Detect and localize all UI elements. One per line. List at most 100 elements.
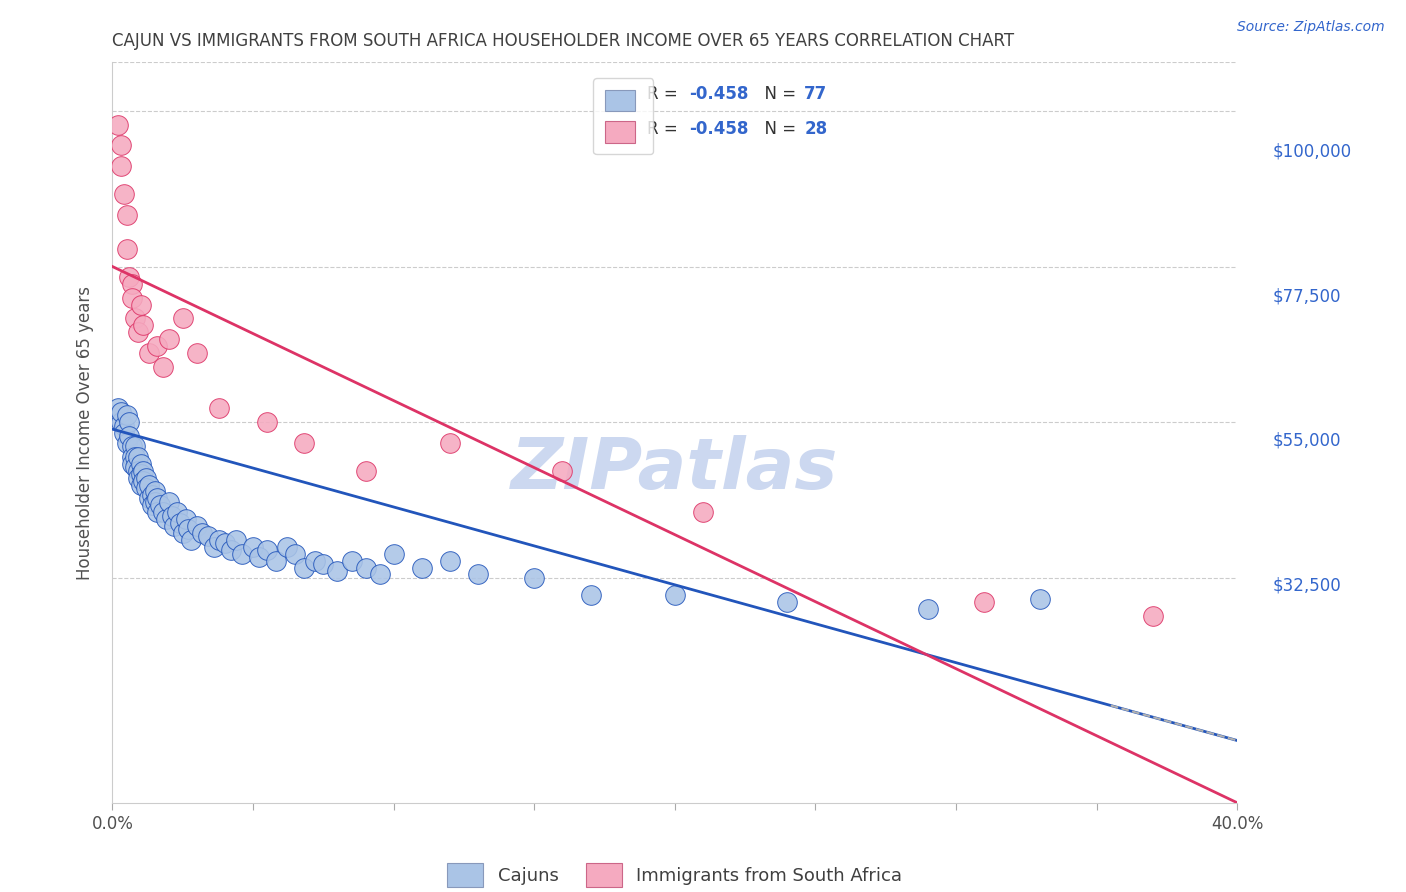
- Point: [115, 436, 138, 450]
- Point: [523, 571, 546, 585]
- Point: [129, 477, 152, 491]
- Point: [579, 588, 602, 602]
- Point: [132, 318, 155, 333]
- Point: [284, 547, 307, 561]
- Point: [776, 595, 799, 609]
- Point: [292, 436, 315, 450]
- Point: [368, 567, 391, 582]
- Point: [143, 495, 166, 509]
- Point: [186, 346, 208, 360]
- Point: [146, 491, 169, 506]
- Legend: Cajuns, Immigrants from South Africa: Cajuns, Immigrants from South Africa: [440, 856, 910, 892]
- Point: [129, 467, 152, 482]
- Text: N =: N =: [754, 85, 801, 103]
- Text: ZIPatlas: ZIPatlas: [512, 435, 838, 504]
- Point: [112, 186, 135, 201]
- Point: [208, 401, 231, 416]
- Point: [467, 567, 489, 582]
- Point: [127, 470, 149, 484]
- Point: [135, 470, 157, 484]
- Point: [177, 523, 200, 537]
- Point: [121, 440, 143, 454]
- Point: [110, 138, 132, 153]
- Point: [439, 436, 461, 450]
- Point: [180, 533, 202, 547]
- Point: [146, 505, 169, 519]
- Point: [107, 401, 129, 416]
- Point: [121, 291, 143, 305]
- Text: 77: 77: [804, 85, 828, 103]
- Point: [174, 512, 197, 526]
- Point: [186, 519, 208, 533]
- Point: [256, 415, 278, 429]
- Point: [326, 564, 349, 578]
- Text: $100,000: $100,000: [1272, 143, 1351, 161]
- Point: [110, 405, 132, 419]
- Point: [1142, 609, 1164, 624]
- Point: [1029, 591, 1052, 606]
- Point: [917, 602, 939, 616]
- Point: [112, 425, 135, 440]
- Point: [124, 450, 146, 464]
- Point: [292, 560, 315, 574]
- Point: [231, 547, 253, 561]
- Point: [172, 525, 194, 540]
- Point: [118, 429, 141, 443]
- Text: $55,000: $55,000: [1272, 432, 1341, 450]
- Point: [664, 588, 686, 602]
- Point: [973, 595, 995, 609]
- Point: [354, 464, 377, 478]
- Point: [141, 498, 163, 512]
- Y-axis label: Householder Income Over 65 years: Householder Income Over 65 years: [76, 285, 94, 580]
- Point: [214, 536, 236, 550]
- Point: [152, 359, 174, 374]
- Point: [354, 560, 377, 574]
- Point: [107, 118, 129, 132]
- Point: [411, 560, 433, 574]
- Point: [121, 457, 143, 471]
- Point: [169, 516, 191, 530]
- Point: [124, 460, 146, 475]
- Point: [157, 332, 180, 346]
- Point: [208, 533, 231, 547]
- Point: [439, 554, 461, 568]
- Point: [172, 311, 194, 326]
- Point: [247, 550, 270, 565]
- Point: [225, 533, 247, 547]
- Point: [138, 477, 160, 491]
- Point: [382, 547, 405, 561]
- Text: $77,500: $77,500: [1272, 287, 1341, 305]
- Point: [191, 525, 214, 540]
- Point: [127, 326, 149, 340]
- Point: [127, 450, 149, 464]
- Point: [155, 512, 177, 526]
- Point: [166, 505, 188, 519]
- Point: [129, 457, 152, 471]
- Point: [276, 540, 298, 554]
- Text: R =: R =: [647, 85, 683, 103]
- Point: [138, 346, 160, 360]
- Point: [304, 554, 326, 568]
- Point: [127, 464, 149, 478]
- Point: [124, 440, 146, 454]
- Text: R =: R =: [647, 120, 683, 138]
- Point: [143, 484, 166, 499]
- Point: [132, 474, 155, 488]
- Point: [129, 297, 152, 311]
- Point: [160, 508, 183, 523]
- Point: [115, 242, 138, 256]
- Point: [340, 554, 363, 568]
- Point: [152, 505, 174, 519]
- Point: [110, 415, 132, 429]
- Point: [219, 543, 242, 558]
- Point: [692, 505, 714, 519]
- Text: -0.458: -0.458: [689, 85, 749, 103]
- Text: 28: 28: [804, 120, 827, 138]
- Point: [124, 311, 146, 326]
- Point: [141, 488, 163, 502]
- Point: [110, 159, 132, 173]
- Text: CAJUN VS IMMIGRANTS FROM SOUTH AFRICA HOUSEHOLDER INCOME OVER 65 YEARS CORRELATI: CAJUN VS IMMIGRANTS FROM SOUTH AFRICA HO…: [112, 32, 1015, 50]
- Point: [112, 418, 135, 433]
- Point: [202, 540, 225, 554]
- Point: [256, 543, 278, 558]
